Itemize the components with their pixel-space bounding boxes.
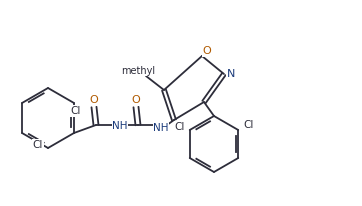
Text: O: O — [90, 95, 98, 105]
Text: N: N — [227, 69, 235, 79]
Text: Cl: Cl — [174, 122, 185, 132]
Text: O: O — [132, 95, 140, 105]
Text: Cl: Cl — [33, 140, 43, 150]
Text: NH: NH — [153, 123, 169, 133]
Text: O: O — [203, 46, 211, 56]
Text: Cl: Cl — [71, 106, 81, 116]
Text: NH: NH — [112, 121, 128, 131]
Text: methyl: methyl — [121, 66, 155, 76]
Text: Cl: Cl — [243, 120, 253, 130]
